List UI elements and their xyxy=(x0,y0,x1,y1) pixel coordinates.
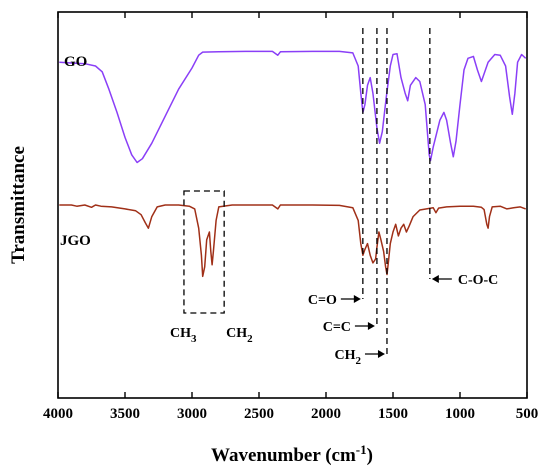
annotation-layer: C=O C=C CH2 C-O-C CH3 CH2 xyxy=(170,28,498,367)
x-axis-title: Wavenumber (cm-1) xyxy=(211,442,373,466)
x-tick-label: 1500 xyxy=(378,406,408,422)
x-tick-label: 500 xyxy=(516,406,539,422)
peak-arrow-head xyxy=(353,295,361,303)
x-tick-label: 2500 xyxy=(244,406,274,422)
ch-region-box xyxy=(183,190,225,314)
series-label-jgo: JGO xyxy=(60,233,91,249)
peak-label: C=O xyxy=(308,293,337,308)
series-line-go xyxy=(59,50,527,164)
x-axis-ticks: 4000 3500 3000 2500 2000 1500 1000 500 xyxy=(43,12,538,422)
series-label-go: GO xyxy=(64,54,87,70)
series-line-jgo xyxy=(59,204,526,278)
peak-arrow-head xyxy=(367,322,375,330)
peak-arrow-head xyxy=(377,350,385,358)
y-axis-title: Transmittance xyxy=(8,146,29,264)
peak-arrow-head xyxy=(431,275,439,283)
x-tick-label: 3000 xyxy=(177,406,207,422)
plot-frame xyxy=(57,11,528,399)
x-tick-label: 1000 xyxy=(445,406,475,422)
peak-label: CH2 xyxy=(334,348,361,367)
x-tick-label: 2000 xyxy=(311,406,341,422)
x-tick-label: 4000 xyxy=(43,406,73,422)
series-layer xyxy=(59,50,527,278)
x-tick-label: 3500 xyxy=(110,406,140,422)
peak-label-boxed: CH3 xyxy=(170,326,197,345)
peak-label: C-O-C xyxy=(458,273,498,288)
peak-label: C=C xyxy=(323,320,351,335)
peak-label-boxed: CH2 xyxy=(226,326,253,345)
